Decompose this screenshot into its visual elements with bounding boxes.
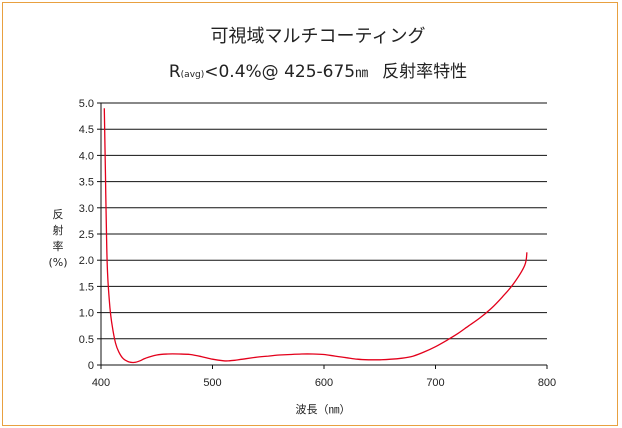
x-tick-label: 800 xyxy=(538,377,556,389)
grid-lines xyxy=(101,102,547,340)
y-tick-label: 4.0 xyxy=(79,150,94,162)
x-axis-label: 波長（㎚） xyxy=(296,403,351,416)
y-tick-label: 1.5 xyxy=(79,281,94,293)
series-lines xyxy=(103,108,528,364)
subtitle-avg: (avg) xyxy=(181,70,205,80)
y-label-char-3: 率 xyxy=(53,239,64,253)
y-tick-label: 2.5 xyxy=(79,229,94,241)
y-tick-labels: 0 0.5 1.0 1.5 2.0 2.5 3.0 3.5 4.0 4.5 5.0 xyxy=(79,98,94,372)
x-tick-label: 500 xyxy=(203,377,221,389)
axes xyxy=(97,102,548,369)
y-label-char-1: 反 xyxy=(53,208,64,221)
y-tick-label: 0 xyxy=(88,360,94,372)
subtitle-r: R xyxy=(169,62,181,82)
subtitle-suffix: 反射率特性 xyxy=(382,62,467,82)
chart-subtitle: R(avg)<0.4%@ 425-675㎚ 反射率特性 xyxy=(169,62,467,82)
y-label-unit: (%) xyxy=(48,256,67,269)
x-tick-label: 400 xyxy=(92,377,110,389)
y-label-char-2: 射 xyxy=(53,223,64,237)
y-tick-label: 0.5 xyxy=(79,334,94,346)
y-tick-label: 4.5 xyxy=(79,124,94,136)
y-axis-label: 反 射 率 (%) xyxy=(48,208,67,269)
x-tick-label: 700 xyxy=(426,377,444,389)
reflectance-curve xyxy=(103,108,528,364)
subtitle-unit: ㎚ xyxy=(355,66,368,81)
x-tick-label: 600 xyxy=(315,377,333,389)
y-tick-label: 2.0 xyxy=(79,255,94,267)
y-tick-label: 1.0 xyxy=(79,308,94,320)
y-tick-label: 5.0 xyxy=(79,98,94,110)
chart-title: 可視域マルチコーティング xyxy=(211,26,426,47)
subtitle-spec: <0.4%@ 425-675 xyxy=(204,62,355,82)
x-tick-labels: 400 500 600 700 800 xyxy=(92,377,556,389)
y-tick-label: 3.5 xyxy=(79,177,94,189)
y-tick-label: 3.0 xyxy=(79,203,94,215)
